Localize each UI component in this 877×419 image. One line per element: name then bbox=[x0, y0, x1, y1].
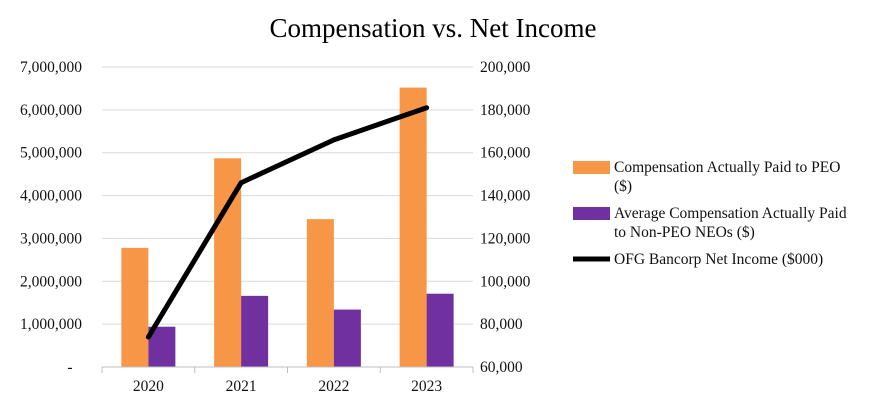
y-left-tick-label: 5,000,000 bbox=[20, 145, 82, 162]
legend-label: OFG Bancorp Net Income ($000) bbox=[614, 251, 823, 268]
y-left-tick-label: 2,000,000 bbox=[20, 273, 82, 290]
legend-swatch-peo bbox=[573, 161, 610, 174]
y-right-tick-label: 140,000 bbox=[480, 188, 531, 205]
peo-compensation-bar-2022 bbox=[306, 219, 334, 367]
y-left-tick-label: - bbox=[67, 359, 72, 376]
axes: - 1,000,000 2,000,000 3,000,000 4,000,000 5,0… bbox=[20, 59, 531, 395]
y-right-tick-label: 120,000 bbox=[480, 230, 531, 247]
x-tick-label-2021: 2021 bbox=[226, 378, 257, 395]
y-left-tick-label: 4,000,000 bbox=[20, 188, 82, 205]
peo-compensation-bar-2020 bbox=[121, 247, 149, 367]
y-right-tick-label: 60,000 bbox=[480, 359, 523, 376]
legend-label: Compensation Actually Paid to PEO bbox=[614, 159, 840, 176]
x-tick-label-2023: 2023 bbox=[411, 378, 442, 395]
y-right-tick-label: 200,000 bbox=[480, 59, 531, 76]
x-tick-label-2020: 2020 bbox=[133, 378, 164, 395]
net-income-line-group bbox=[145, 105, 430, 340]
y-left-tick-label: 1,000,000 bbox=[20, 316, 82, 333]
y-right-tick-label: 160,000 bbox=[480, 145, 531, 162]
peo-compensation-bar-2023 bbox=[399, 87, 427, 368]
x-tick-label-2022: 2022 bbox=[318, 378, 349, 395]
bars bbox=[121, 87, 454, 368]
y-right-tick-label: 100,000 bbox=[480, 273, 531, 290]
neo-compensation-bar-2021 bbox=[241, 295, 269, 367]
legend-swatch-neo bbox=[573, 207, 610, 220]
neo-compensation-bar-2023 bbox=[426, 293, 454, 367]
neo-compensation-bar-2022 bbox=[333, 309, 361, 367]
y-right-tick-label: 180,000 bbox=[480, 102, 531, 119]
legend-label: to Non-PEO NEOs ($) bbox=[614, 224, 755, 241]
legend-label: Average Compensation Actually Paid bbox=[614, 205, 847, 222]
y-left-tick-label: 6,000,000 bbox=[20, 102, 82, 119]
y-left-tick-label: 7,000,000 bbox=[20, 59, 82, 76]
legend-label: ($) bbox=[614, 178, 632, 195]
gridlines bbox=[102, 66, 473, 325]
chart-title: Compensation vs. Net Income bbox=[270, 13, 597, 43]
legend: Compensation Actually Paid to PEO ($) Aver… bbox=[573, 159, 847, 268]
y-right-tick-label: 80,000 bbox=[480, 316, 523, 333]
net-income-line bbox=[145, 105, 430, 340]
y-left-tick-label: 3,000,000 bbox=[20, 230, 82, 247]
